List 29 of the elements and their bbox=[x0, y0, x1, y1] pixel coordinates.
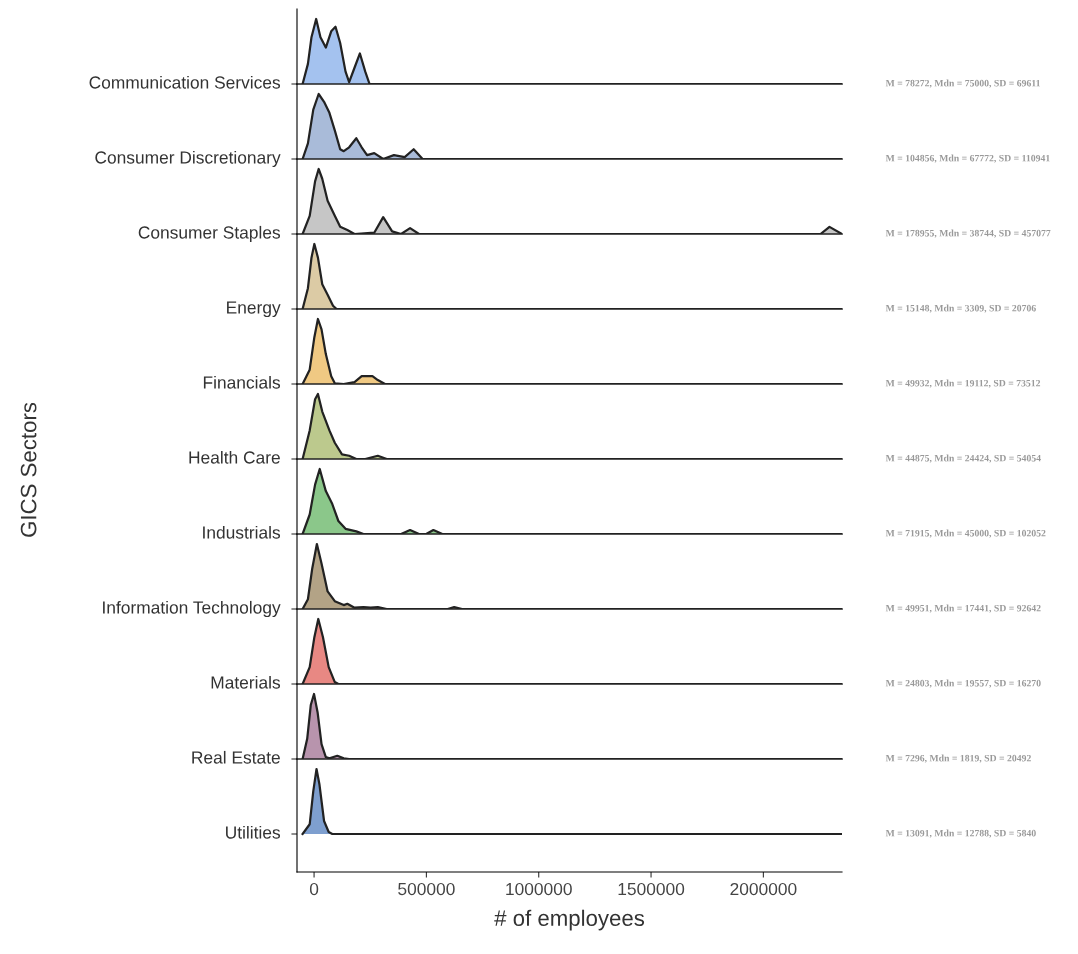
text: M = 178955, Mdn = 38744, SD = 457077 bbox=[885, 229, 1051, 238]
text: Energy bbox=[227, 301, 281, 318]
text: M = 104856, Mdn = 67772, SD = 110941 bbox=[885, 154, 1050, 163]
text: Information Technology bbox=[103, 600, 281, 618]
text: M = 7296, Mdn = 1819, SD = 20492 bbox=[885, 754, 1031, 763]
x-tick-label: 0 bbox=[309, 882, 319, 896]
x-tick-label: 1500000 bbox=[618, 882, 685, 896]
text: M = 49932, Mdn = 19112, SD = 73512 bbox=[885, 379, 1041, 388]
text: M = 49951, Mdn = 17441, SD = 92642 bbox=[885, 604, 1041, 613]
text: M = 71915, Mdn = 45000, SD = 102052 bbox=[885, 529, 1046, 538]
text: Health Care bbox=[189, 450, 280, 464]
text: M = 24803, Mdn = 19557, SD = 16270 bbox=[885, 679, 1041, 688]
text: M = 13091, Mdn = 12788, SD = 5840 bbox=[885, 829, 1036, 838]
x-tick-label: 1000000 bbox=[506, 882, 572, 896]
text: Consumer Staples bbox=[138, 225, 281, 243]
text: Communication Services bbox=[89, 75, 281, 89]
text: Real Estate bbox=[192, 750, 280, 764]
text: Materials bbox=[211, 675, 281, 689]
y-axis-title: GICS Sectors bbox=[20, 402, 37, 537]
text: M = 44875, Mdn = 24424, SD = 54054 bbox=[885, 454, 1041, 463]
text: Financials bbox=[203, 375, 281, 389]
x-tick-label: 2000000 bbox=[730, 882, 797, 896]
text: Utilities bbox=[226, 825, 281, 839]
text: M = 78272, Mdn = 75000, SD = 69611 bbox=[885, 79, 1040, 88]
text: M = 15148, Mdn = 3309, SD = 20706 bbox=[885, 304, 1036, 313]
x-axis-title: # of employees bbox=[494, 909, 645, 931]
text: Industrials bbox=[203, 525, 281, 539]
text: Consumer Discretionary bbox=[95, 150, 281, 168]
x-tick-label: 500000 bbox=[398, 882, 455, 896]
